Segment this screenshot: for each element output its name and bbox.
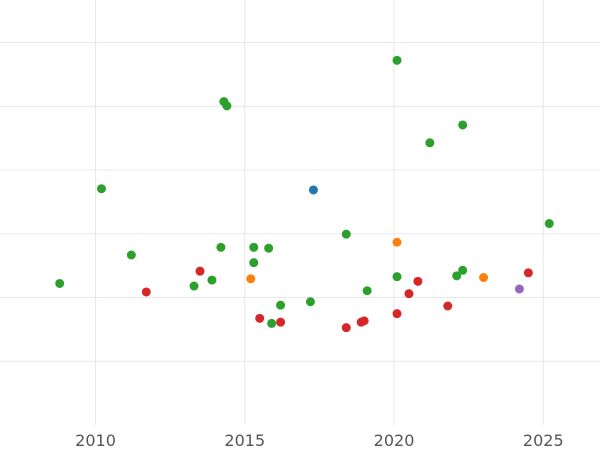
points-layer [55, 55, 554, 333]
data-point [362, 286, 372, 296]
grid-layer [0, 0, 600, 425]
data-point [341, 323, 351, 333]
data-point [341, 229, 351, 239]
data-point [392, 309, 402, 319]
data-point [392, 55, 402, 65]
data-point [249, 258, 259, 268]
data-point [249, 242, 259, 252]
data-point [514, 284, 524, 294]
x-axis-ticks: 2010 2015 2020 2025 [75, 431, 563, 450]
x-tick-label: 2015 [224, 431, 265, 450]
x-tick-label: 2010 [75, 431, 116, 450]
data-point [308, 185, 318, 195]
data-point [195, 266, 205, 276]
data-point [96, 184, 106, 194]
data-point [264, 243, 274, 253]
data-point [189, 281, 199, 291]
data-point [222, 101, 232, 111]
data-point [276, 317, 286, 327]
data-point [55, 278, 65, 288]
data-point [246, 274, 256, 284]
data-point [458, 265, 468, 275]
data-point [479, 273, 489, 283]
data-point [458, 120, 468, 130]
data-point [276, 300, 286, 310]
data-point [523, 268, 533, 278]
data-point [443, 301, 453, 311]
data-point [544, 219, 554, 229]
x-tick-label: 2020 [374, 431, 415, 450]
data-point [392, 272, 402, 282]
data-point [267, 318, 277, 328]
data-point [207, 275, 217, 285]
data-point [452, 271, 462, 281]
data-point [392, 237, 402, 247]
data-point [305, 297, 315, 307]
data-point [216, 242, 226, 252]
data-point [425, 138, 435, 148]
data-point [126, 250, 136, 260]
data-point [404, 289, 414, 299]
data-point [413, 276, 423, 286]
data-point [255, 313, 265, 323]
data-point [359, 316, 369, 326]
data-point [141, 287, 151, 297]
x-tick-label: 2025 [523, 431, 564, 450]
